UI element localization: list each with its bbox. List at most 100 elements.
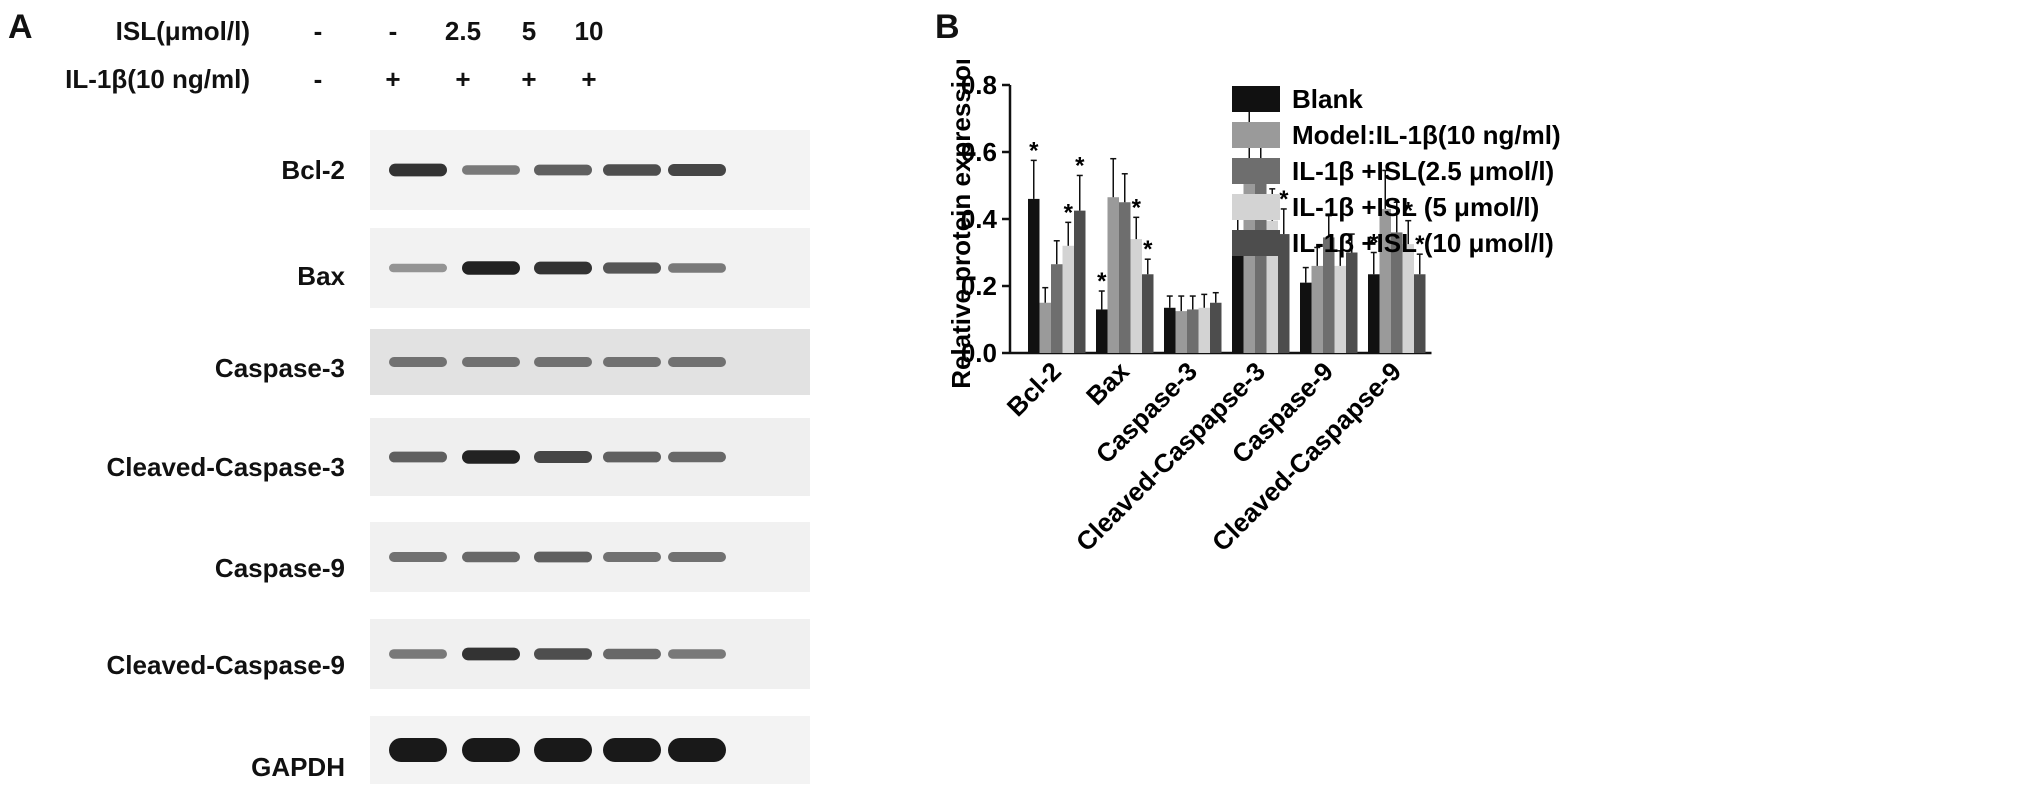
blot-band [389,451,447,463]
significance-star: * [1132,194,1142,221]
bar-2-5 [1391,232,1403,353]
panel-a-label: A [8,8,33,46]
il1b-lane-4: + [521,64,537,94]
blot-band [603,552,661,562]
blot-band [668,738,726,762]
blot-band [462,357,520,367]
protein-label-cleaved-caspase9: Cleaved-Caspase-9 [106,650,345,680]
isl-lane-4: 5 [521,16,537,46]
blot-band [534,164,592,176]
legend-label-4: IL-1β +ISL (10 μmol/l) [1292,228,1554,258]
bar-2-0 [1051,264,1063,353]
blot-band [534,551,592,563]
blot-band [534,648,592,660]
legend-swatch-1 [1232,122,1280,148]
significance-star: * [1279,186,1289,213]
bar-3-5 [1402,244,1414,353]
blot-band [534,738,592,762]
bar-3-2 [1198,307,1210,353]
legend-swatch-3 [1232,194,1280,220]
significance-star: * [1029,137,1039,164]
y-tick-label: 0.6 [961,137,997,167]
legend-swatch-0 [1232,86,1280,112]
blot-band [389,552,447,562]
blot-band [603,451,661,463]
isl-lane-2: - [388,16,398,46]
il1b-lane-1: - [313,64,323,94]
legend-label-3: IL-1β +ISL (5 μmol/l) [1292,192,1539,222]
bar-3-0 [1062,245,1074,353]
significance-star: * [1064,199,1074,226]
bar-1-2 [1175,311,1187,353]
significance-star: * [1143,236,1153,263]
y-tick-label: 0.0 [961,338,997,368]
significance-star: * [1369,230,1379,257]
protein-label-cleaved-caspase3: Cleaved-Caspase-3 [106,452,345,482]
y-tick-label: 0.8 [961,70,997,100]
y-axis-label: Relative protein expression [946,60,976,389]
bar-0-2 [1164,307,1176,353]
bar-0-5 [1368,274,1380,353]
significance-star: * [1075,152,1085,179]
blot-band [603,648,661,660]
blot-band [668,263,726,273]
bar-1-5 [1379,208,1391,353]
blot-band [603,738,661,762]
blot-band [389,357,447,367]
protein-label-caspase3: Caspase-3 [214,353,345,383]
protein-label-bcl2: Bcl-2 [281,155,345,185]
il1b-lane-2: + [385,64,401,94]
blot-band [389,263,447,273]
y-tick-label: 0.2 [961,271,997,301]
protein-label-bax: Bax [297,261,345,291]
blot-band [668,357,726,367]
blot-band [534,451,592,463]
bar-2-2 [1187,309,1199,353]
blot-band [462,738,520,762]
bar-1-4 [1311,265,1323,353]
western-blot-panel [370,130,810,784]
bar-3-1 [1130,239,1142,353]
y-tick-label: 0.4 [961,204,998,234]
bar-1-0 [1039,302,1051,353]
bar-1-3 [1243,160,1255,353]
panel-b-label: B [935,8,960,46]
bar-3-4 [1334,265,1346,353]
x-tick-label: Bcl-2 [1001,356,1067,422]
blot-band [668,451,726,463]
protein-label-caspase9: Caspase-9 [214,553,345,583]
bar-4-5 [1414,274,1426,353]
protein-label-gapdh: GAPDH [251,752,345,782]
bar-2-3 [1255,172,1267,353]
blot-band [389,649,447,659]
x-tick-label: Bax [1080,356,1135,411]
blot-band [462,647,520,661]
isl-lane-1: - [313,16,323,46]
il1b-lane-3: + [455,64,471,94]
legend-label-0: Blank [1292,84,1363,114]
bar-4-0 [1074,210,1086,353]
blot-band [603,357,661,367]
bar-0-1 [1096,309,1108,353]
significance-star: * [1404,198,1414,225]
bar-1-1 [1107,197,1119,353]
isl-lane-3: 2.5 [444,16,482,46]
bar-4-1 [1142,274,1154,353]
blot-band [603,164,661,176]
blot-band [462,551,520,563]
blot-band [668,649,726,659]
legend-label-1: Model:IL-1β(10 ng/ml) [1292,120,1561,150]
blot-band [534,357,592,367]
legend-swatch-2 [1232,158,1280,184]
isl-lane-5: 10 [574,16,604,46]
bar-4-3 [1278,234,1290,353]
blot-band [389,738,447,762]
blot-band [668,164,726,176]
bar-4-4 [1346,252,1358,353]
bar-0-0 [1028,198,1040,353]
blot-band [534,261,592,275]
bar-2-1 [1119,202,1131,353]
blot-band [462,450,520,464]
blot-band [462,261,520,275]
